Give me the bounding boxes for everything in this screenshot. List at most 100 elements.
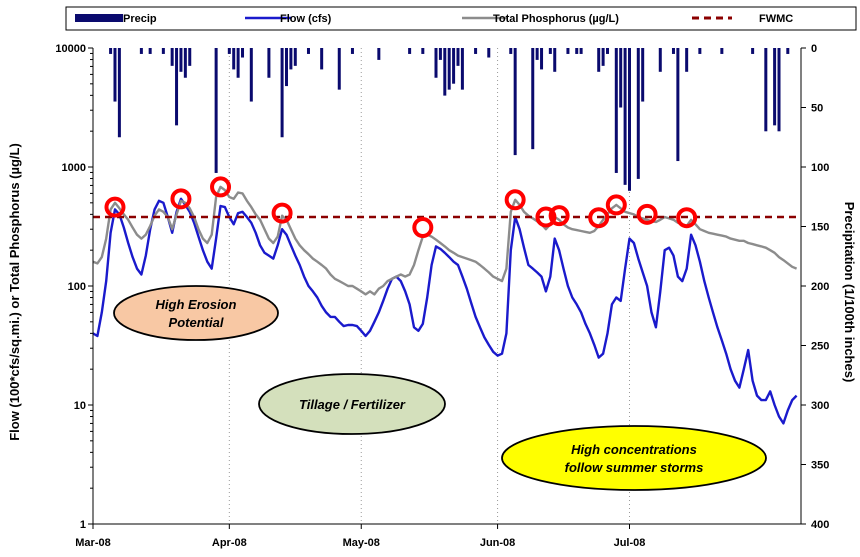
precip-bar <box>139 48 143 54</box>
legend: Precip Flow (cfs) Total Phosphorus (µg/L) F… <box>65 6 857 31</box>
precip-bar <box>183 48 187 78</box>
y-right-tick-label: 350 <box>811 460 829 472</box>
annotation-text-2: Tillage / Fertilizer <box>299 397 406 412</box>
precip-bar <box>531 48 535 150</box>
peak-circle <box>636 203 658 225</box>
annotation-ellipse-1 <box>113 285 279 341</box>
precip-bar <box>764 48 768 132</box>
precip-bar <box>619 48 623 108</box>
y-right-tick-label: 300 <box>811 400 829 412</box>
precip-bar <box>249 48 253 102</box>
peak-circle <box>504 189 526 211</box>
legend-label-1: Flow (cfs) <box>280 13 332 25</box>
precip-bar <box>267 48 271 78</box>
peak-circle <box>605 194 627 216</box>
precip-bar <box>113 48 117 102</box>
precip-bar <box>175 48 179 126</box>
peak-circle <box>676 207 698 229</box>
precip-bar <box>434 48 438 78</box>
y-left-axis-title: Flow (100*cfs/sq.mi.) or Total Phosphoru… <box>7 143 22 441</box>
precip-bar <box>601 48 605 66</box>
y-left-tick-label: 10 <box>74 400 86 412</box>
precip-bar <box>109 48 113 54</box>
precip-bar <box>170 48 174 66</box>
precip-bar <box>676 48 680 162</box>
precip-bar <box>698 48 702 54</box>
peak-circle <box>104 196 126 218</box>
legend-label-3: FWMC <box>759 13 793 25</box>
legend-box <box>65 6 857 31</box>
precip-bar <box>148 48 152 54</box>
peak-circles <box>104 176 698 239</box>
precip-bar <box>623 48 627 185</box>
precip-bar <box>241 48 245 58</box>
precip-bar <box>509 48 513 54</box>
precip-bar <box>320 48 324 70</box>
precip-bar <box>460 48 464 90</box>
y-left-tick-label: 1 <box>80 519 86 531</box>
peak-circle <box>548 205 570 227</box>
y-right-tick-label: 250 <box>811 341 829 353</box>
x-tick-label: Jun-08 <box>480 537 515 549</box>
peak-circle <box>271 202 293 224</box>
y-right-tick-label: 100 <box>811 162 829 174</box>
peak-circle <box>412 217 434 239</box>
precip-bar <box>658 48 662 72</box>
peak-circle <box>210 176 232 198</box>
annotation-ellipse-2 <box>258 373 446 435</box>
y-right-tick-label: 200 <box>811 281 829 293</box>
precip-bar <box>606 48 610 54</box>
precip-bar <box>232 48 236 70</box>
precip-bar <box>443 48 447 96</box>
precip-bar <box>720 48 724 54</box>
x-tick-label: Mar-08 <box>75 537 110 549</box>
precip-bar <box>671 48 675 54</box>
y-left-tick-label: 10000 <box>55 43 86 55</box>
x-tick-label: Jul-08 <box>614 537 646 549</box>
precip-bar <box>553 48 557 72</box>
precip-bar <box>597 48 601 72</box>
y-right-tick-label: 0 <box>811 43 817 55</box>
precip-bars <box>109 48 790 191</box>
precip-bar <box>284 48 288 87</box>
precip-bar <box>280 48 284 138</box>
precip-bar <box>452 48 456 84</box>
flow-line <box>92 197 798 425</box>
precip-bar <box>773 48 777 126</box>
peak-circle <box>170 188 192 210</box>
legend-label-0: Precip <box>123 13 157 25</box>
y-right-tick-label: 150 <box>811 222 829 234</box>
precip-bar <box>350 48 354 54</box>
axes: 1 10 100 1000 10000 0 50 100 150 200 250 300 350 400 M… <box>7 43 857 549</box>
precip-bar <box>627 48 631 191</box>
precip-bar <box>513 48 517 156</box>
precip-bar <box>566 48 570 54</box>
precip-bar <box>161 48 165 54</box>
y-left-tick-label: 1000 <box>62 162 86 174</box>
precip-bar <box>421 48 425 54</box>
annotation-text-1: Potential <box>169 315 224 330</box>
precip-bar <box>408 48 412 54</box>
legend-label-2: Total Phosphorus (µg/L) <box>493 13 619 25</box>
precip-bar <box>540 48 544 70</box>
annotation-text-1: High Erosion <box>156 297 237 312</box>
precip-bar <box>777 48 781 132</box>
precip-bar <box>179 48 183 72</box>
precip-bar <box>614 48 618 173</box>
annotation-text-3: follow summer storms <box>565 460 704 475</box>
precip-bar <box>751 48 755 54</box>
legend-swatch-precip <box>75 14 123 22</box>
y-right-tick-label: 50 <box>811 103 823 115</box>
precip-bar <box>337 48 341 90</box>
precip-bar <box>117 48 121 138</box>
precip-bar <box>685 48 689 72</box>
annotation-text-3: High concentrations <box>571 442 697 457</box>
precip-bar <box>289 48 293 70</box>
precip-bar <box>579 48 583 54</box>
annotations: High Erosion Potential Tillage / Fertilize… <box>113 285 767 491</box>
y-left-tick-label: 100 <box>68 281 86 293</box>
peak-circle <box>535 206 557 228</box>
precip-bar <box>214 48 218 173</box>
precip-bar <box>786 48 790 54</box>
